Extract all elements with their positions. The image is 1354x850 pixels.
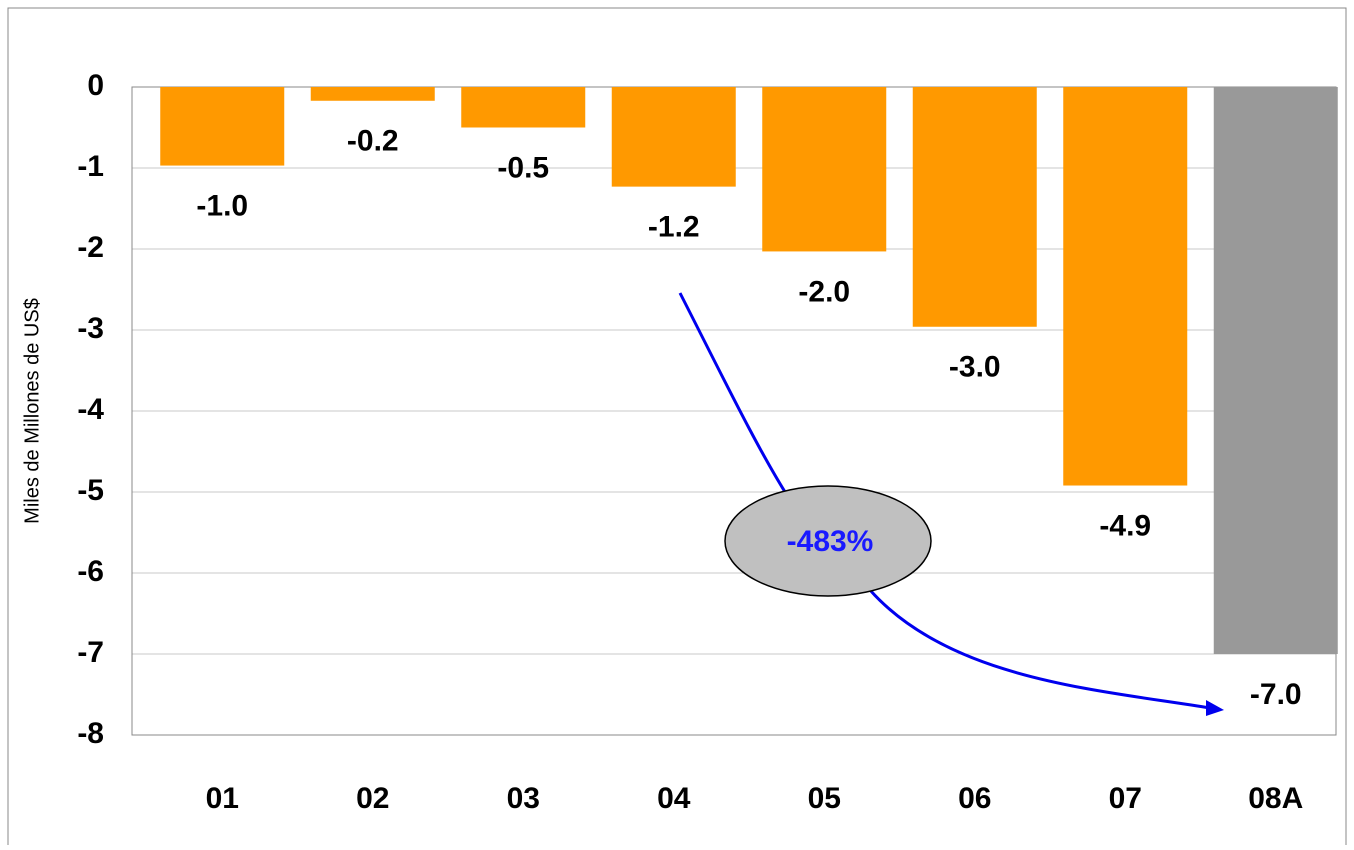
value-label: -7.0 <box>1250 678 1302 711</box>
y-tick-label: 0 <box>87 69 104 102</box>
bar <box>1063 87 1188 486</box>
value-label: -3.0 <box>949 351 1001 384</box>
value-label: -0.5 <box>497 151 549 184</box>
bar <box>461 87 586 128</box>
bar <box>611 87 736 187</box>
bar <box>1213 87 1338 654</box>
value-label: -1.2 <box>648 211 700 244</box>
value-label: -2.0 <box>798 275 850 308</box>
y-tick-label: -8 <box>77 717 104 750</box>
x-tick-label: 02 <box>356 782 389 815</box>
bar <box>310 87 435 101</box>
bar <box>762 87 887 252</box>
x-tick-label: 07 <box>1109 782 1142 815</box>
value-label: -4.9 <box>1099 509 1151 542</box>
x-tick-label: 01 <box>206 782 239 815</box>
x-tick-label: 05 <box>808 782 841 815</box>
x-tick-label: 03 <box>507 782 540 815</box>
annotation: -483% <box>787 525 874 558</box>
y-axis-label: Miles de Millones de US$ <box>21 298 43 524</box>
x-tick-label: 04 <box>657 782 691 815</box>
y-tick-label: -2 <box>77 231 104 264</box>
y-tick-label: -6 <box>77 555 104 588</box>
y-tick-label: -5 <box>77 474 104 507</box>
y-tick-label: -4 <box>77 393 104 426</box>
bar <box>912 87 1037 327</box>
y-tick-label: -3 <box>77 312 104 345</box>
x-tick-label: 08A <box>1248 782 1303 815</box>
y-tick-label: -7 <box>77 636 104 669</box>
annotation-bubble <box>724 485 932 597</box>
y-tick-label: -1 <box>77 150 104 183</box>
arrow-head <box>1206 700 1224 716</box>
x-tick-label: 06 <box>958 782 991 815</box>
value-label: -0.2 <box>347 125 399 158</box>
value-label: -1.0 <box>196 189 248 222</box>
bar <box>160 87 285 166</box>
